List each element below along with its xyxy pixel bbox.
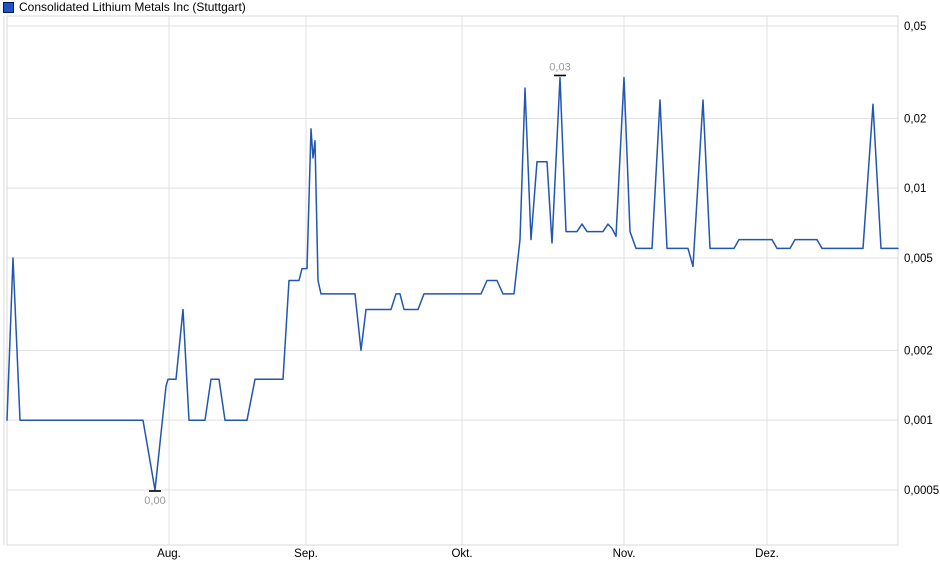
y-tick-label: 0,02 bbox=[904, 113, 926, 125]
y-tick-label: 0,05 bbox=[904, 21, 926, 33]
x-tick-label: Dez. bbox=[755, 548, 779, 560]
legend-label: Consolidated Lithium Metals Inc (Stuttga… bbox=[19, 0, 246, 14]
x-tick-label: Nov. bbox=[613, 548, 636, 560]
y-tick-label: 0,0005 bbox=[904, 485, 939, 497]
plot-border bbox=[6, 15, 899, 546]
chart-legend: Consolidated Lithium Metals Inc (Stuttga… bbox=[3, 1, 246, 14]
y-tick-label: 0,001 bbox=[904, 415, 933, 427]
min-annotation-label: 0,00 bbox=[144, 495, 165, 507]
y-tick-label: 0,005 bbox=[904, 253, 933, 265]
x-tick-label: Okt. bbox=[451, 548, 472, 560]
max-annotation-label: 0,03 bbox=[549, 61, 570, 73]
y-tick-label: 0,01 bbox=[904, 183, 926, 195]
x-tick-label: Sep. bbox=[294, 548, 318, 560]
x-tick-label: Aug. bbox=[157, 548, 181, 560]
price-line bbox=[6, 76, 899, 491]
legend-marker-icon bbox=[3, 2, 14, 13]
y-tick-label: 0,002 bbox=[904, 345, 933, 357]
